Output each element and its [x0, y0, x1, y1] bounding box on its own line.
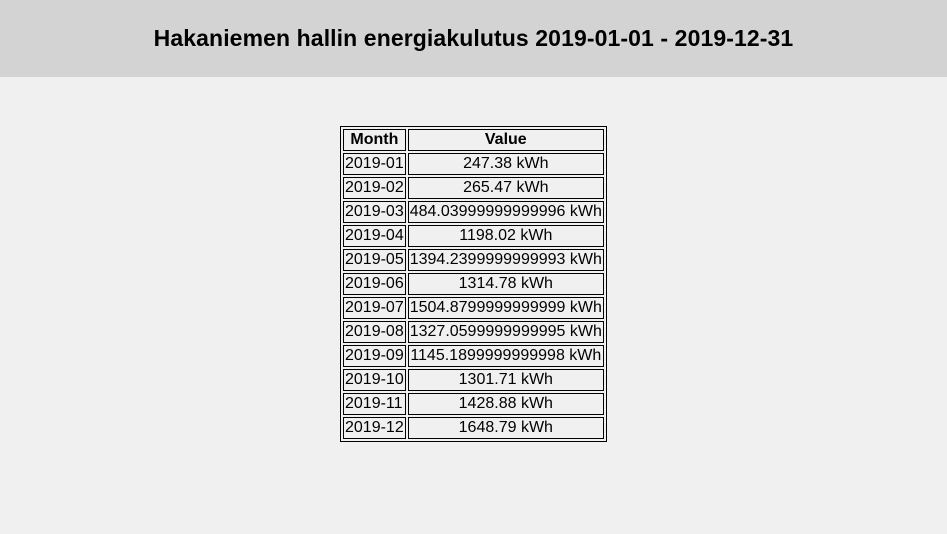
table-row: 2019-03 484.03999999999996 kWh: [343, 201, 604, 223]
table-row: 2019-12 1648.79 kWh: [343, 417, 604, 439]
month-cell: 2019-02: [343, 177, 406, 199]
value-cell: 484.03999999999996 kWh: [407, 201, 604, 223]
month-cell: 2019-06: [343, 273, 406, 295]
month-cell: 2019-09: [343, 345, 406, 367]
value-cell: 265.47 kWh: [407, 177, 604, 199]
energy-table-container: Month Value 2019-01 247.38 kWh 2019-02 2…: [340, 126, 607, 442]
table-row: 2019-06 1314.78 kWh: [343, 273, 604, 295]
value-cell: 1504.8799999999999 kWh: [407, 297, 604, 319]
table-row: 2019-07 1504.8799999999999 kWh: [343, 297, 604, 319]
energy-table: Month Value 2019-01 247.38 kWh 2019-02 2…: [340, 126, 607, 442]
value-cell: 247.38 kWh: [407, 153, 604, 175]
page-title: Hakaniemen hallin energiakulutus 2019-01…: [153, 25, 794, 51]
month-cell: 2019-03: [343, 201, 406, 223]
table-row: 2019-11 1428.88 kWh: [343, 393, 604, 415]
month-cell: 2019-10: [343, 369, 406, 391]
table-row: 2019-08 1327.0599999999995 kWh: [343, 321, 604, 343]
page-header: Hakaniemen hallin energiakulutus 2019-01…: [0, 0, 947, 77]
value-cell: 1428.88 kWh: [407, 393, 604, 415]
table-row: 2019-02 265.47 kWh: [343, 177, 604, 199]
value-cell: 1145.1899999999998 kWh: [407, 345, 604, 367]
column-header-month: Month: [343, 129, 406, 151]
table-row: 2019-01 247.38 kWh: [343, 153, 604, 175]
table-row: 2019-09 1145.1899999999998 kWh: [343, 345, 604, 367]
value-cell: 1394.2399999999993 kWh: [407, 249, 604, 271]
month-cell: 2019-04: [343, 225, 406, 247]
month-cell: 2019-05: [343, 249, 406, 271]
table-row: 2019-04 1198.02 kWh: [343, 225, 604, 247]
table-row: 2019-10 1301.71 kWh: [343, 369, 604, 391]
table-header-row: Month Value: [343, 129, 604, 151]
value-cell: 1327.0599999999995 kWh: [407, 321, 604, 343]
value-cell: 1301.71 kWh: [407, 369, 604, 391]
month-cell: 2019-11: [343, 393, 406, 415]
value-cell: 1198.02 kWh: [407, 225, 604, 247]
month-cell: 2019-12: [343, 417, 406, 439]
month-cell: 2019-08: [343, 321, 406, 343]
value-cell: 1314.78 kWh: [407, 273, 604, 295]
value-cell: 1648.79 kWh: [407, 417, 604, 439]
column-header-value: Value: [407, 129, 604, 151]
month-cell: 2019-07: [343, 297, 406, 319]
month-cell: 2019-01: [343, 153, 406, 175]
table-row: 2019-05 1394.2399999999993 kWh: [343, 249, 604, 271]
